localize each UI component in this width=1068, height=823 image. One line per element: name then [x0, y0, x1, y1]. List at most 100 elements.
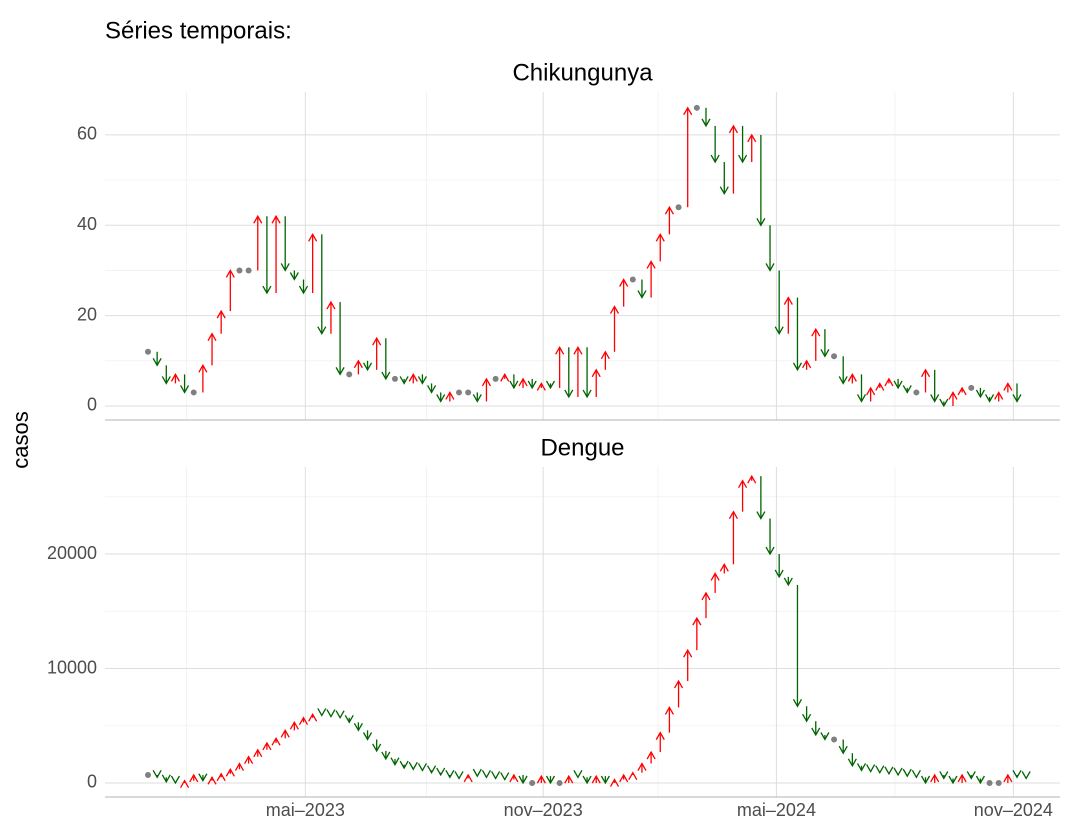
arrow [253, 748, 263, 758]
arrow [765, 225, 775, 272]
arrow [353, 722, 363, 732]
arrow [417, 763, 427, 772]
arrow [152, 769, 162, 779]
point [465, 389, 472, 396]
arrow [600, 775, 610, 785]
y-tick-label: 60 [77, 124, 97, 144]
arrow [756, 134, 766, 227]
point [913, 389, 920, 396]
point [190, 389, 197, 396]
arrow [289, 721, 299, 731]
arrow [646, 750, 656, 764]
arrow [408, 373, 418, 384]
arrow [308, 712, 318, 722]
arrow [289, 270, 299, 281]
facet-title: Chikungunya [512, 59, 653, 86]
arrow [728, 510, 738, 565]
arrow [683, 106, 693, 208]
arrow [738, 479, 748, 512]
arrow [427, 383, 437, 394]
point [529, 779, 536, 786]
arrow [390, 757, 400, 766]
point [492, 375, 499, 382]
arrow [719, 162, 729, 195]
arrow [1012, 769, 1022, 779]
arrow [536, 774, 546, 784]
arrow [710, 572, 720, 593]
arrow [884, 377, 894, 387]
arrow [362, 360, 373, 372]
x-tick-label: mai–2023 [266, 800, 345, 820]
arrow [802, 706, 812, 723]
arrow [609, 778, 620, 787]
arrow [582, 347, 592, 399]
arrow [180, 779, 190, 789]
arrow [884, 766, 894, 776]
arrow [500, 772, 510, 781]
arrow [244, 755, 254, 764]
arrow [317, 708, 327, 717]
arrow [180, 374, 190, 394]
arrow [253, 214, 263, 271]
arrow [994, 391, 1004, 402]
x-tick-label: nov–2023 [504, 800, 583, 820]
point [693, 104, 700, 111]
arrow [271, 214, 281, 294]
point [456, 389, 463, 396]
arrow [408, 761, 418, 771]
arrow [271, 737, 281, 746]
point [346, 371, 353, 378]
arrow [335, 710, 345, 720]
arrow [170, 373, 181, 384]
arrow [436, 767, 446, 777]
y-tick-label: 40 [77, 214, 97, 234]
arrow [655, 731, 665, 753]
arrow [518, 377, 528, 388]
arrow [381, 750, 391, 761]
arrow [591, 774, 601, 784]
arrow [600, 350, 610, 370]
arrow [161, 365, 171, 385]
arrow [234, 762, 245, 771]
arrow [875, 765, 885, 775]
arrow [326, 300, 336, 334]
point [995, 779, 1002, 786]
point [236, 267, 243, 274]
arrow [399, 760, 409, 770]
point [968, 384, 975, 391]
arrow [683, 648, 693, 682]
arrow [491, 771, 501, 780]
arrow [710, 125, 720, 164]
arrow [719, 563, 729, 574]
arrow [902, 768, 912, 778]
arrow [335, 302, 345, 376]
arrow [619, 278, 629, 307]
y-axis-label: casos [8, 411, 33, 468]
arrow [198, 773, 208, 783]
arrow [207, 332, 217, 366]
arrow [372, 739, 382, 753]
arrow [939, 398, 949, 408]
arrow [975, 775, 985, 785]
arrow [847, 753, 857, 768]
arrow [280, 216, 290, 272]
arrow [308, 233, 318, 294]
arrow [866, 764, 876, 773]
arrow [738, 125, 748, 164]
arrow [591, 368, 601, 397]
arrow [399, 376, 409, 385]
arrow [692, 616, 702, 651]
arrow [555, 345, 565, 388]
arrow [609, 305, 620, 352]
arrow [536, 382, 546, 391]
arrow [902, 385, 912, 394]
arrow [975, 387, 985, 399]
arrow [1003, 382, 1013, 393]
chart-title: Séries temporais: [105, 17, 292, 44]
arrow [893, 378, 903, 390]
arrow [189, 773, 199, 783]
arrow [957, 773, 967, 783]
arrow [756, 476, 766, 520]
